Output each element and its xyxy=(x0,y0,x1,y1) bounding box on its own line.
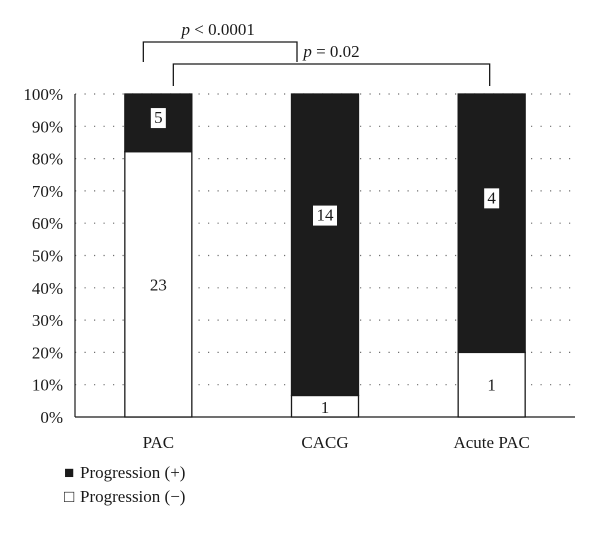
p-value-label: p = 0.02 xyxy=(302,42,359,61)
significance-bracket xyxy=(172,63,491,86)
data-label-box xyxy=(313,205,337,226)
data-label: 1 xyxy=(321,398,330,417)
x-tick-label: CACG xyxy=(301,433,348,452)
y-tick-label: 20% xyxy=(32,343,63,362)
significance-bracket xyxy=(142,41,298,62)
y-tick-label: 10% xyxy=(32,376,63,395)
y-tick-label: 50% xyxy=(32,247,63,266)
bar-progression-positive xyxy=(290,93,360,397)
y-tick-label: 80% xyxy=(32,150,63,169)
legend-label: Progression (+) xyxy=(80,463,185,482)
y-tick-label: 40% xyxy=(32,279,63,298)
y-tick-label: 30% xyxy=(32,311,63,330)
p-value-label: p < 0.0001 xyxy=(180,20,254,39)
y-tick-label: 100% xyxy=(23,85,63,104)
y-tick-label: 70% xyxy=(32,182,63,201)
data-label: 23 xyxy=(150,275,167,294)
y-tick-label: 90% xyxy=(32,117,63,136)
x-tick-label: PAC xyxy=(143,433,175,452)
data-label-box xyxy=(150,108,166,129)
data-label: 4 xyxy=(487,188,496,207)
bar-progression-positive xyxy=(457,93,526,354)
y-tick-label: 60% xyxy=(32,214,63,233)
data-label: 14 xyxy=(317,206,335,225)
legend-symbol: □ xyxy=(64,487,74,506)
data-label: 1 xyxy=(487,376,496,395)
bar-progression-negative xyxy=(124,151,193,418)
legend: ■ Progression (+) □ Progression (−) xyxy=(64,463,185,506)
data-label-box xyxy=(484,188,500,209)
data-label: 5 xyxy=(154,108,163,127)
y-tick-labels: 0% 10% 20% 30% 40% 50% 60% 70% 80% 90% 100% xyxy=(23,85,63,427)
bar-progression-negative xyxy=(457,351,526,418)
y-tick-label: 0% xyxy=(40,408,63,427)
x-tick-labels: PAC CACG Acute PAC xyxy=(143,433,530,452)
x-tick-label: Acute PAC xyxy=(453,433,529,452)
legend-label: Progression (−) xyxy=(80,487,185,506)
legend-symbol: ■ xyxy=(64,463,74,482)
significance-brackets: p < 0.0001 p = 0.02 xyxy=(142,20,491,86)
